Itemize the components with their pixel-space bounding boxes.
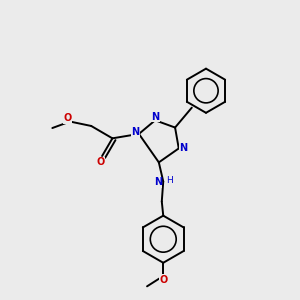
Text: N: N bbox=[151, 112, 159, 122]
Text: H: H bbox=[167, 176, 173, 184]
Text: N: N bbox=[154, 177, 162, 188]
Text: O: O bbox=[159, 274, 167, 285]
Text: O: O bbox=[64, 113, 72, 123]
Text: O: O bbox=[97, 158, 105, 167]
Text: N: N bbox=[179, 143, 187, 153]
Text: N: N bbox=[131, 128, 140, 137]
